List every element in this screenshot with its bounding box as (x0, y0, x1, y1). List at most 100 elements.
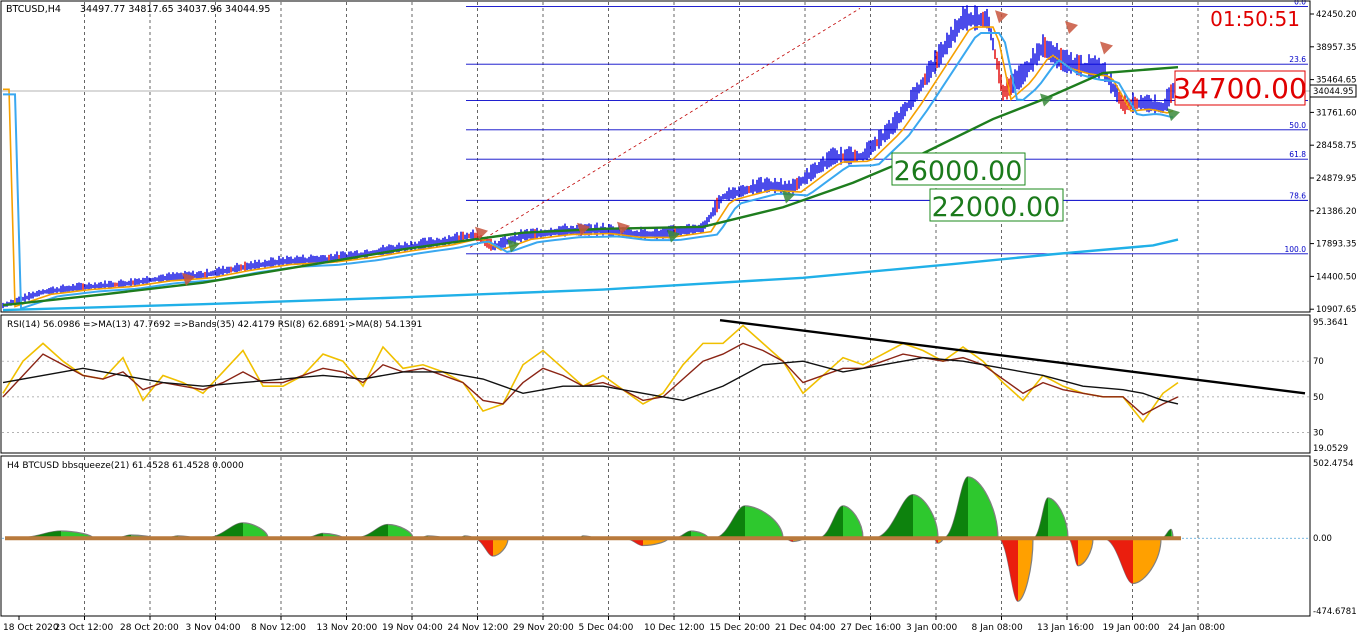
squeeze-dot (131, 536, 134, 541)
squeeze-dot (956, 536, 959, 541)
squeeze-dot (725, 536, 728, 541)
squeeze-dot (1124, 536, 1127, 541)
squeeze-dot (356, 536, 359, 541)
squeeze-dot (359, 536, 362, 541)
rsi-panel[interactable] (2, 319, 1310, 433)
slow-ma-line (2, 65, 1179, 307)
level-label-box-2 (929, 188, 1064, 222)
squeeze-dot (386, 536, 389, 541)
price-tag-label: 34700.00 (1173, 72, 1307, 105)
squeeze-dot (329, 536, 332, 541)
squeeze-dot (746, 536, 749, 541)
squeeze-dot (332, 536, 335, 541)
squeeze-dot (614, 536, 617, 541)
squeeze-dot (443, 536, 446, 541)
squeeze-dot (611, 536, 614, 541)
bbsqueeze-y-tick-label: 502.4754 (1313, 459, 1354, 469)
squeeze-dot (350, 536, 353, 541)
squeeze-dot (398, 536, 401, 541)
squeeze-dot (32, 536, 35, 541)
signal-arrow-marker (1040, 93, 1053, 107)
signal-arrow-marker (1100, 41, 1113, 55)
squeeze-dot (1082, 536, 1085, 541)
squeeze-dot (422, 536, 425, 541)
squeeze-dot (680, 536, 683, 541)
squeeze-dot (257, 536, 260, 541)
squeeze-dot (1073, 536, 1076, 541)
squeeze-dot (110, 536, 113, 541)
squeeze-dot (1160, 536, 1163, 541)
squeeze-dot (509, 536, 512, 541)
squeeze-dot (935, 536, 938, 541)
squeeze-dot (41, 536, 44, 541)
squeeze-dot (530, 536, 533, 541)
squeeze-dot (437, 536, 440, 541)
squeeze-dot (38, 536, 41, 541)
squeeze-dot (932, 536, 935, 541)
squeeze-dot (1166, 536, 1169, 541)
squeeze-dot (596, 536, 599, 541)
squeeze-dot (113, 536, 116, 541)
squeeze-dot (161, 536, 164, 541)
squeeze-dot (1085, 536, 1088, 541)
squeeze-dot (635, 536, 638, 541)
squeeze-dot (707, 536, 710, 541)
squeeze-dot (761, 536, 764, 541)
squeeze-dot (1079, 536, 1082, 541)
squeeze-dot (842, 536, 845, 541)
squeeze-dot (308, 536, 311, 541)
price-tag-box (1174, 70, 1306, 106)
squeeze-dot (938, 536, 941, 541)
squeeze-dot (209, 536, 212, 541)
squeeze-dot (53, 536, 56, 541)
squeeze-dot (233, 536, 236, 541)
squeeze-dot (1043, 536, 1046, 541)
squeeze-dot (413, 536, 416, 541)
squeeze-dot (452, 536, 455, 541)
squeeze-dot (560, 536, 563, 541)
squeeze-dot (29, 536, 32, 541)
fib-level-label: 78.6 (1289, 191, 1306, 200)
squeeze-dot (185, 536, 188, 541)
squeeze-dot (296, 536, 299, 541)
squeeze-dot (1133, 536, 1136, 541)
squeeze-dot (389, 536, 392, 541)
squeeze-dot (8, 536, 11, 541)
signal-arrow-marker (1167, 108, 1180, 122)
squeeze-dot (134, 536, 137, 541)
squeeze-dot (278, 536, 281, 541)
squeeze-dot (446, 536, 449, 541)
current-price-label: 34044.95 (1313, 87, 1354, 97)
squeeze-dot (455, 536, 458, 541)
squeeze-dot (260, 536, 263, 541)
bbsqueeze-panel[interactable] (2, 476, 1310, 602)
squeeze-dot (1004, 536, 1007, 541)
squeeze-dot (1100, 536, 1103, 541)
mid-ma-line (3, 32, 1174, 310)
x-tick-label: 8 Nov 12:00 (251, 623, 306, 633)
squeeze-dot (659, 536, 662, 541)
squeeze-dot (1088, 536, 1091, 541)
squeeze-dot (65, 536, 68, 541)
squeeze-dot (14, 536, 17, 541)
squeeze-dot (401, 536, 404, 541)
squeeze-dot (902, 536, 905, 541)
squeeze-dot (848, 536, 851, 541)
squeeze-dot (728, 536, 731, 541)
squeeze-dot (104, 536, 107, 541)
squeeze-dot (1076, 536, 1079, 541)
squeeze-dot (827, 536, 830, 541)
squeeze-dot (449, 536, 452, 541)
squeeze-dot (245, 536, 248, 541)
squeeze-dot (575, 536, 578, 541)
x-tick-label: 27 Dec 16:00 (841, 623, 902, 633)
squeeze-dot (368, 536, 371, 541)
signal-arrow-marker (617, 221, 630, 235)
squeeze-dot (785, 536, 788, 541)
squeeze-dot (242, 536, 245, 541)
squeeze-dot (800, 536, 803, 541)
squeeze-dot (602, 536, 605, 541)
